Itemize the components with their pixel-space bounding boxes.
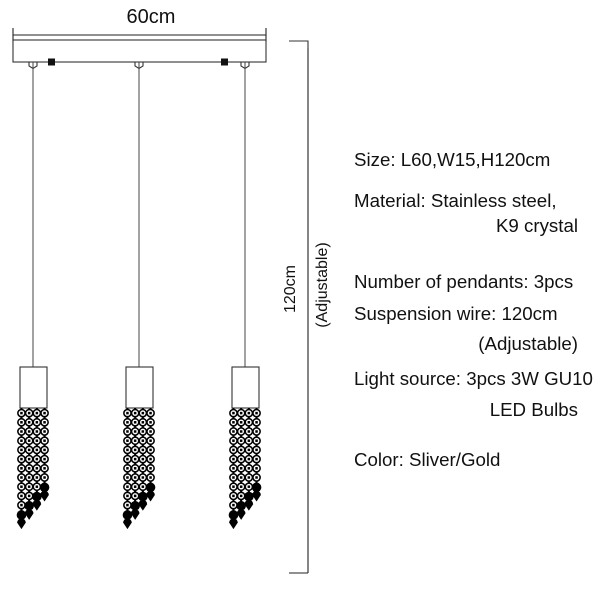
svg-text:Suspension wire: 120cm: Suspension wire: 120cm [354, 303, 558, 324]
svg-text:Number of pendants: 3pcs: Number of pendants: 3pcs [354, 271, 573, 292]
svg-text:K9 crystal: K9 crystal [496, 215, 578, 236]
svg-text:120cm: 120cm [282, 265, 299, 313]
svg-text:(Adjustable): (Adjustable) [478, 333, 578, 354]
svg-text:Size: L60,W15,H120cm: Size: L60,W15,H120cm [354, 149, 550, 170]
svg-text:LED Bulbs: LED Bulbs [490, 399, 578, 420]
svg-text:Color: Sliver/Gold: Color: Sliver/Gold [354, 449, 500, 470]
svg-text:(Adjustable): (Adjustable) [314, 242, 331, 327]
svg-text:60cm: 60cm [127, 6, 176, 28]
svg-text:Light source: 3pcs 3W GU10: Light source: 3pcs 3W GU10 [354, 368, 593, 389]
svg-text:Material: Stainless steel,: Material: Stainless steel, [354, 190, 557, 211]
